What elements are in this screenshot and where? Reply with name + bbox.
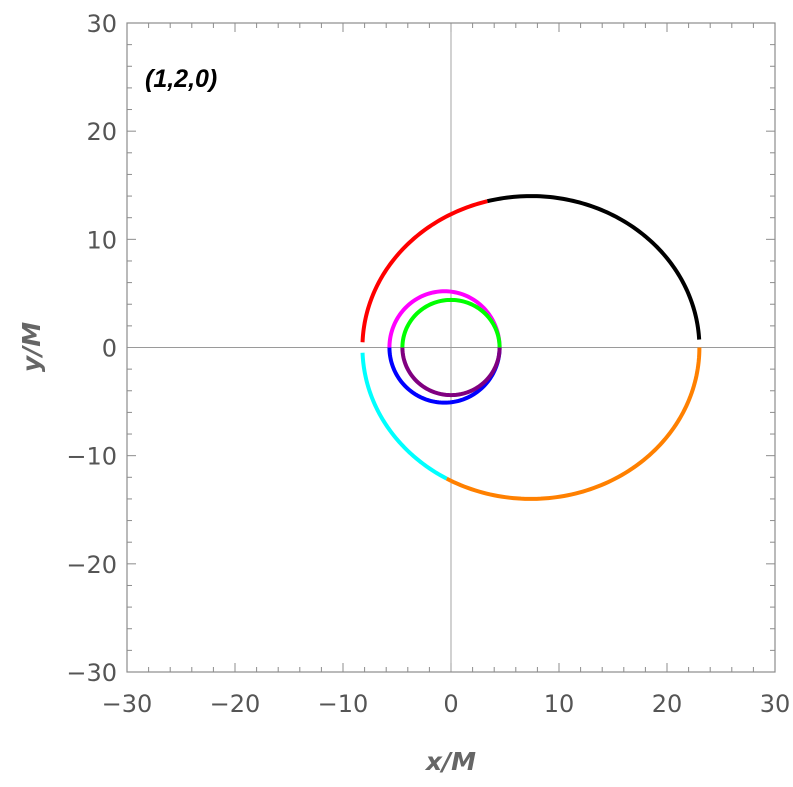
orbit-segment-3 bbox=[360, 352, 448, 481]
x-tick-label: 30 bbox=[760, 690, 791, 718]
x-tick-label: 10 bbox=[544, 690, 575, 718]
plot-frame bbox=[126, 22, 776, 673]
y-tick-label: 0 bbox=[102, 335, 117, 363]
x-tick-label: 20 bbox=[652, 690, 683, 718]
orbit-segment-2 bbox=[360, 199, 488, 343]
orbit-segment-7 bbox=[400, 297, 502, 348]
orbit-segment-8 bbox=[400, 347, 502, 398]
y-tick-label: −30 bbox=[66, 659, 117, 687]
x-tick-label: −20 bbox=[210, 690, 261, 718]
x-tick-labels: −30 −20 −10 0 10 20 30 bbox=[102, 690, 791, 718]
x-axis-title: x/M bbox=[424, 747, 476, 776]
series-layer bbox=[360, 194, 702, 501]
chart-annotation: (1,2,0) bbox=[145, 65, 217, 93]
x-tick-label: −30 bbox=[102, 690, 153, 718]
y-tick-label: 20 bbox=[86, 118, 117, 146]
y-tick-label: 10 bbox=[86, 226, 117, 254]
y-axis-title: y/M bbox=[17, 322, 46, 372]
y-tick-label: −20 bbox=[66, 551, 117, 579]
minor-ticks bbox=[127, 23, 775, 672]
orbit-segment-4 bbox=[445, 347, 702, 501]
y-tick-label: −10 bbox=[66, 443, 117, 471]
y-tick-labels: −30 −20 −10 0 10 20 30 bbox=[66, 10, 117, 687]
y-tick-label: 30 bbox=[86, 10, 117, 38]
x-tick-label: 0 bbox=[443, 690, 458, 718]
x-tick-label: −10 bbox=[318, 690, 369, 718]
orbit-segment-1 bbox=[486, 194, 702, 340]
